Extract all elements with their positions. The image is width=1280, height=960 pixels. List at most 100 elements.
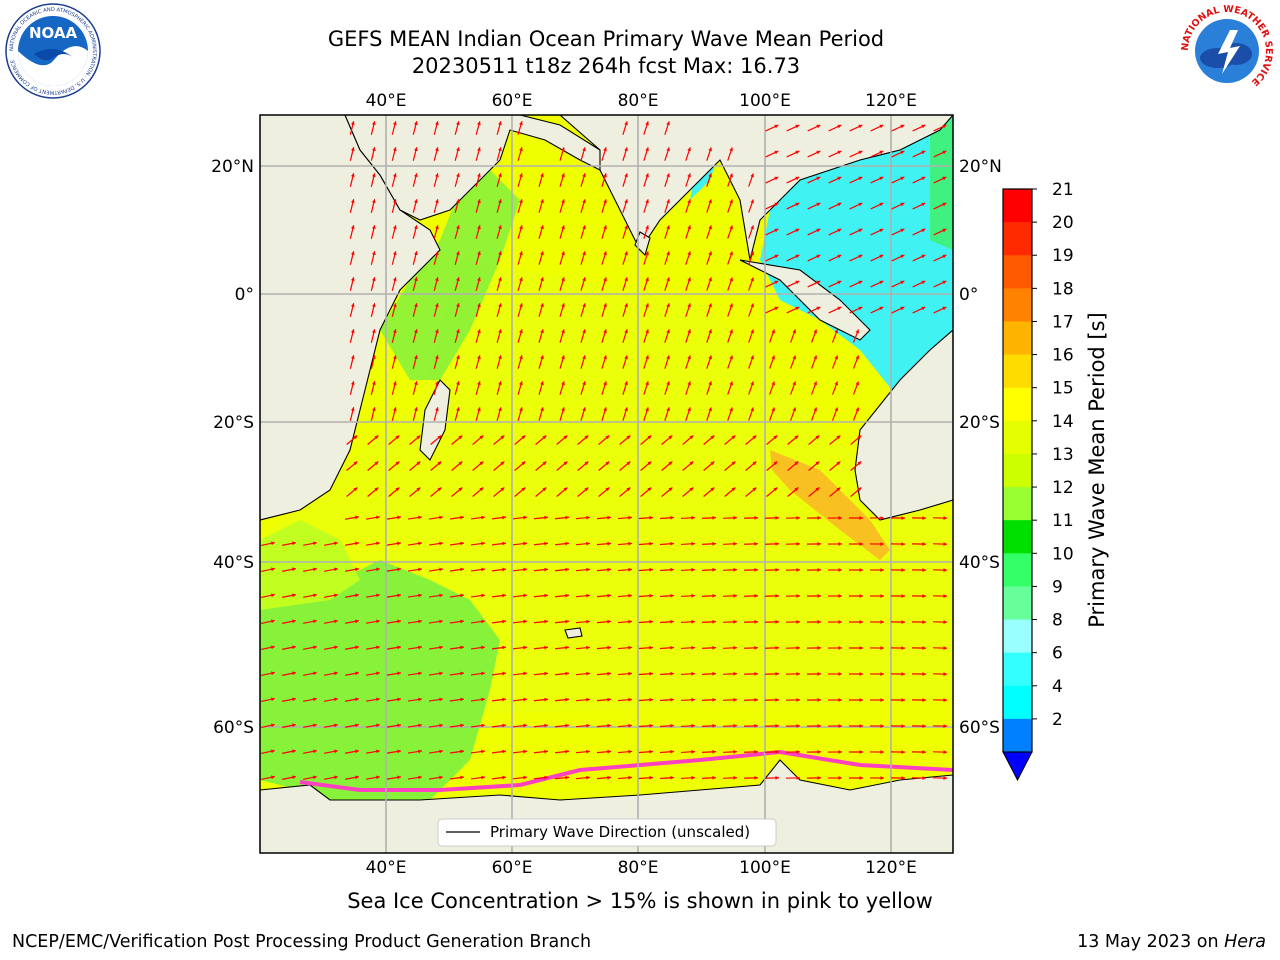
wave-arrowhead [624, 303, 628, 308]
wave-arrowhead [355, 645, 359, 650]
wave-arrowhead [794, 461, 799, 466]
wave-arrowhead [771, 381, 775, 386]
wave-arrowhead [586, 593, 590, 598]
wave-arrowhead [498, 355, 502, 360]
wave-arrowhead [816, 124, 821, 129]
wave-arrowhead [900, 254, 905, 259]
colorbar-tick-label: 21 [1052, 180, 1074, 200]
wave-arrowhead [350, 303, 355, 308]
wave-arrowhead [477, 173, 481, 178]
wave-arrowhead [502, 515, 506, 520]
wave-arrowhead [729, 173, 733, 178]
wave-arrowhead [687, 251, 691, 256]
wave-arrowhead [565, 645, 569, 650]
wave-arrowhead [435, 407, 439, 412]
wave-arrowhead [477, 121, 481, 126]
wave-arrowhead [816, 280, 821, 285]
bottom-lon-label: 40°E [366, 858, 407, 878]
wave-arrowhead [645, 251, 649, 256]
wave-arrowhead [586, 515, 590, 520]
wave-arrowhead [540, 225, 544, 230]
wave-arrowhead [271, 567, 275, 572]
wave-arrowhead [645, 329, 649, 334]
wave-arrowhead [901, 620, 905, 624]
land-australia [854, 329, 953, 521]
wave-arrowhead [900, 124, 905, 129]
wave-arrowhead [628, 697, 632, 702]
wave-arrowhead [773, 435, 778, 440]
wave-arrowhead [397, 541, 401, 546]
wave-arrowhead [561, 199, 565, 204]
wave-arrowhead [334, 749, 338, 754]
wave-arrowhead [666, 199, 670, 204]
wave-arrowhead [374, 461, 379, 466]
wave-arrowhead [544, 723, 548, 728]
wave-arrowhead [376, 671, 380, 676]
wave-arrowhead [456, 407, 460, 412]
wave-arrowhead [943, 698, 947, 703]
wave-arrowhead [544, 593, 548, 598]
wave-arrowhead [647, 435, 652, 440]
colorbar-segment [1003, 255, 1032, 289]
wave-arrowhead [456, 355, 460, 360]
wave-arrowhead [901, 776, 905, 780]
wave-arrowhead [792, 355, 796, 360]
wave-arrowhead [687, 355, 691, 360]
wave-arrowhead [353, 461, 358, 466]
wave-arrowhead [355, 671, 359, 676]
wave-arrowhead [460, 671, 464, 676]
wave-arrowhead [921, 176, 926, 181]
wave-arrowhead [460, 541, 464, 546]
wave-arrowhead [435, 381, 439, 386]
wave-arrowhead [397, 671, 401, 676]
wave-arrowhead [645, 355, 649, 360]
colorbar-segment [1003, 619, 1032, 654]
wave-arrowhead [774, 124, 779, 129]
wave-arrowhead [921, 280, 926, 285]
wave-arrowhead [858, 228, 863, 233]
colorbar-segment [1003, 321, 1032, 356]
wave-arrowhead [628, 515, 632, 520]
wave-arrowhead [775, 723, 779, 728]
wave-arrowhead [542, 487, 547, 492]
wave-arrowhead [392, 199, 397, 204]
wave-arrowhead [292, 697, 296, 702]
wave-arrowhead [523, 645, 527, 650]
wave-arrowhead [418, 723, 422, 728]
wave-arrowhead [859, 646, 863, 650]
wave-arrowhead [350, 173, 355, 178]
colorbar-tick-label: 10 [1052, 544, 1074, 564]
wave-arrowhead [645, 381, 649, 386]
wave-arrowhead [414, 329, 418, 334]
wave-arrowhead [460, 645, 464, 650]
wave-arrowhead [901, 568, 905, 572]
wave-arrowhead [439, 515, 443, 520]
wave-arrowhead [498, 173, 502, 178]
wave-arrowhead [561, 407, 565, 412]
wave-arrowhead [334, 671, 338, 676]
wave-arrowhead [731, 435, 736, 440]
wave-arrowhead [774, 280, 779, 285]
wave-arrowhead [733, 645, 737, 650]
sea-ice-edge [299, 749, 953, 792]
colorbar-segment [1003, 387, 1032, 422]
wave-arrowhead [666, 225, 670, 230]
wave-arrowhead [708, 225, 712, 230]
wave-arrowhead [350, 329, 355, 334]
colorbar-tick-label: 9 [1052, 577, 1063, 597]
wave-arrowhead [754, 567, 758, 572]
wave-arrowhead [561, 173, 565, 178]
sea-ice-note: Sea Ice Concentration > 15% is shown in … [347, 889, 933, 913]
wave-arrowhead [519, 147, 523, 152]
wave-arrowhead [439, 567, 443, 572]
wave-arrowhead [313, 697, 317, 702]
wave-arrowhead [649, 515, 653, 520]
map-frame [259, 114, 954, 854]
wave-arrowhead [477, 225, 481, 230]
wave-arrowhead [397, 697, 401, 702]
wave-arrowhead [397, 593, 401, 598]
wave-arrowhead [460, 723, 464, 728]
wave-arrowhead [481, 723, 485, 728]
wave-arrowhead [922, 594, 926, 598]
wave-arrowhead [624, 147, 628, 152]
